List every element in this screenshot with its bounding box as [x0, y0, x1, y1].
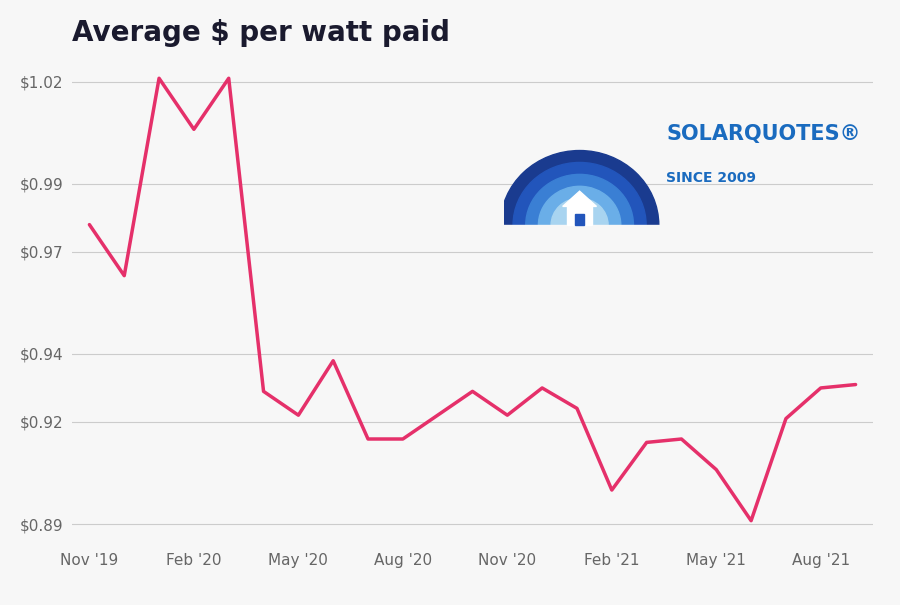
Bar	[490, 225, 670, 259]
Wedge shape	[551, 198, 608, 225]
Bar	[575, 214, 584, 225]
Polygon shape	[562, 191, 597, 206]
Wedge shape	[513, 163, 646, 225]
Wedge shape	[500, 151, 659, 225]
Wedge shape	[538, 186, 621, 225]
Text: SINCE 2009: SINCE 2009	[666, 171, 756, 185]
Text: SOLARQUOTES®: SOLARQUOTES®	[666, 123, 860, 143]
Bar	[567, 206, 592, 225]
Wedge shape	[526, 174, 634, 225]
Text: Average $ per watt paid: Average $ per watt paid	[72, 19, 450, 47]
